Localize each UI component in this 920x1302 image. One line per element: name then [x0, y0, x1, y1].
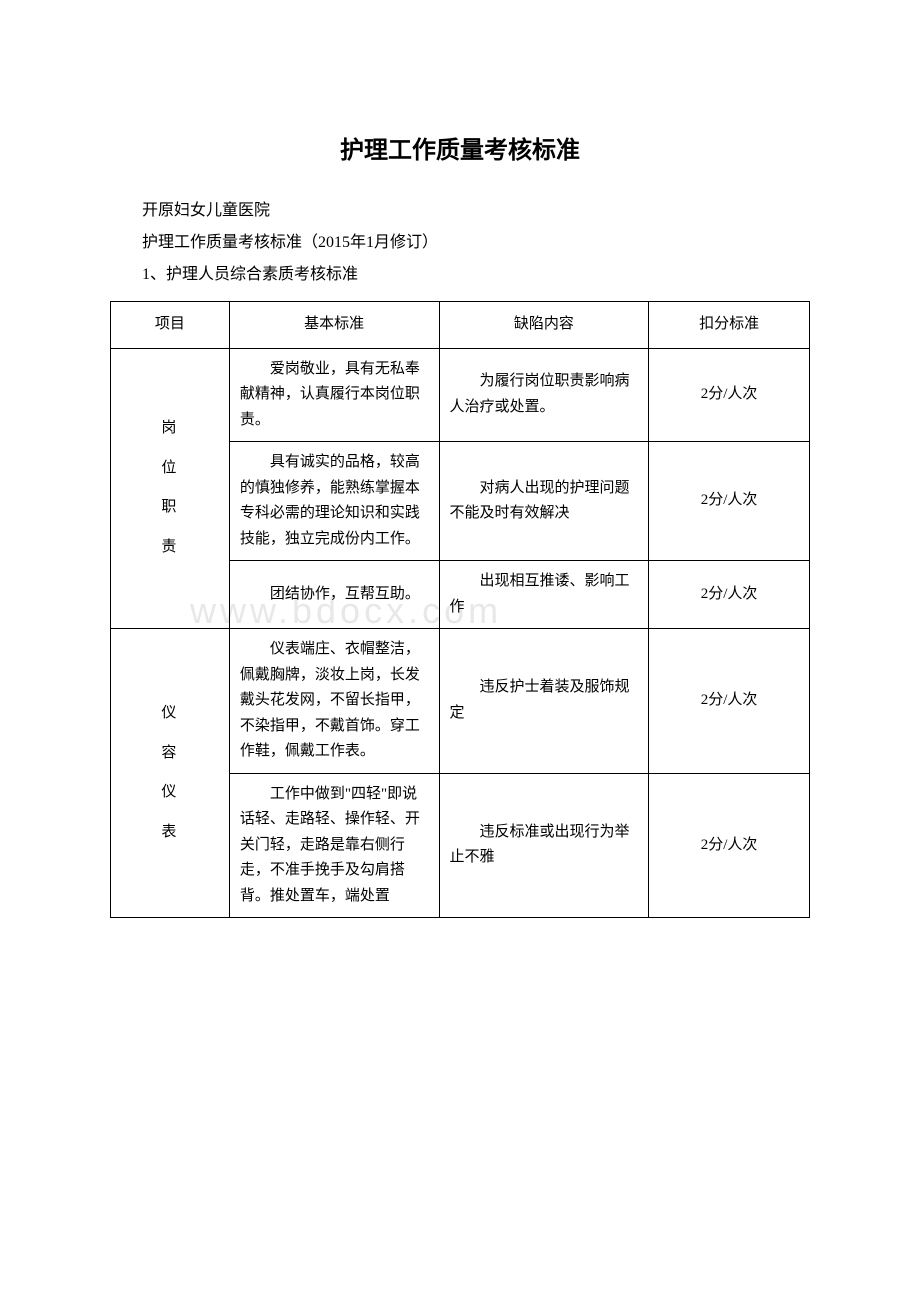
category-appearance: 仪 容 仪 表	[111, 629, 230, 918]
category-char: 仪	[161, 780, 178, 806]
document-title: 护理工作质量考核标准	[110, 130, 810, 165]
table-row: 岗 位 职 责 爱岗敬业，具有无私奉献精神，认真履行本岗位职责。 为履行岗位职责…	[111, 348, 810, 442]
category-char: 责	[161, 535, 178, 561]
category-char: 仪	[161, 701, 178, 727]
category-char: 岗	[161, 416, 178, 442]
standard-cell: 工作中做到"四轻"即说话轻、走路轻、操作轻、开关门轻，走路是靠右侧行走，不准手挽…	[229, 773, 439, 918]
assessment-table: 项目 基本标准 缺陷内容 扣分标准 岗 位 职 责 爱岗敬业，具有无私奉献精神，…	[110, 301, 810, 918]
defect-cell: 违反标准或出现行为举止不雅	[439, 773, 649, 918]
table-header-row: 项目 基本标准 缺陷内容 扣分标准	[111, 302, 810, 349]
intro-revision: 护理工作质量考核标准（2015年1月修订）	[110, 227, 810, 259]
table-row: 仪 容 仪 表 仪表端庄、衣帽整洁，佩戴胸牌，淡妆上岗，长发戴头花发网，不留长指…	[111, 629, 810, 774]
defect-cell: 违反护士着装及服饰规定	[439, 629, 649, 774]
category-char: 表	[161, 820, 178, 846]
standard-cell: 团结协作，互帮互助。	[229, 561, 439, 629]
header-standard: 基本标准	[229, 302, 439, 349]
standard-cell: 具有诚实的品格，较高的慎独修养，能熟练掌握本专科必需的理论知识和实践技能，独立完…	[229, 442, 439, 561]
header-deduct: 扣分标准	[649, 302, 810, 349]
standard-cell: 仪表端庄、衣帽整洁，佩戴胸牌，淡妆上岗，长发戴头花发网，不留长指甲，不染指甲，不…	[229, 629, 439, 774]
defect-cell: 出现相互推诿、影响工作	[439, 561, 649, 629]
deduct-cell: 2分/人次	[649, 561, 810, 629]
header-defect: 缺陷内容	[439, 302, 649, 349]
intro-hospital: 开原妇女儿童医院	[110, 195, 810, 227]
deduct-cell: 2分/人次	[649, 773, 810, 918]
defect-cell: 对病人出现的护理问题不能及时有效解决	[439, 442, 649, 561]
deduct-cell: 2分/人次	[649, 442, 810, 561]
category-job-duty: 岗 位 职 责	[111, 348, 230, 629]
header-item: 项目	[111, 302, 230, 349]
category-char: 容	[161, 741, 178, 767]
standard-cell: 爱岗敬业，具有无私奉献精神，认真履行本岗位职责。	[229, 348, 439, 442]
deduct-cell: 2分/人次	[649, 348, 810, 442]
category-char: 位	[161, 456, 178, 482]
intro-section: 1、护理人员综合素质考核标准	[110, 259, 810, 291]
deduct-cell: 2分/人次	[649, 629, 810, 774]
category-char: 职	[161, 495, 178, 521]
defect-cell: 为履行岗位职责影响病人治疗或处置。	[439, 348, 649, 442]
